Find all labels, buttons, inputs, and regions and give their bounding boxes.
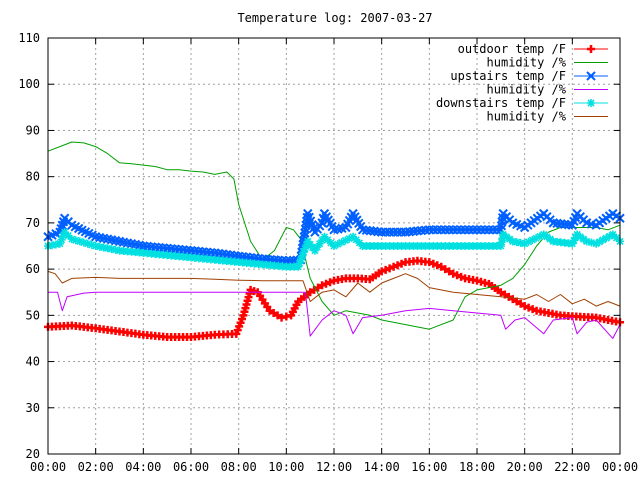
- series-point: [524, 237, 533, 246]
- series-point: [349, 232, 358, 241]
- series-point: [298, 251, 307, 260]
- series-point: [71, 236, 80, 245]
- series-line: [47, 270, 621, 307]
- x-tick-label: 18:00: [459, 460, 495, 474]
- series-point: [341, 236, 350, 245]
- y-tick-label: 40: [26, 355, 40, 369]
- x-tick-label: 08:00: [221, 460, 257, 474]
- series-point: [595, 237, 604, 246]
- series-point: [608, 230, 617, 239]
- series-point: [337, 238, 346, 247]
- series-group: [44, 256, 624, 342]
- series-point: [569, 236, 578, 245]
- series-point: [582, 237, 591, 246]
- chart-title: Temperature log: 2007-03-27: [237, 11, 432, 25]
- y-tick-label: 20: [26, 447, 40, 461]
- series-group: [47, 270, 621, 307]
- legend-label: downstairs temp /F: [436, 96, 566, 110]
- series-point: [355, 238, 364, 247]
- series-point: [64, 231, 73, 240]
- series-point: [75, 237, 84, 246]
- series-point: [528, 235, 537, 244]
- x-tick-label: 02:00: [78, 460, 114, 474]
- y-tick-label: 70: [26, 216, 40, 230]
- series-point: [520, 239, 529, 248]
- series-point: [59, 231, 68, 240]
- series-point: [598, 235, 607, 244]
- series-point: [612, 233, 621, 242]
- x-tick-label: 06:00: [173, 460, 209, 474]
- series-point: [79, 238, 88, 247]
- series-point: [571, 233, 580, 242]
- series-point: [535, 232, 544, 241]
- series-point: [602, 234, 611, 243]
- series-point: [587, 238, 596, 247]
- series-point: [83, 239, 92, 248]
- series-point: [587, 99, 595, 107]
- y-tick-label: 80: [26, 170, 40, 184]
- plot-frame: [47, 37, 621, 455]
- series-point: [299, 248, 308, 257]
- series-point: [323, 235, 332, 244]
- legend-label: outdoor temp /F: [458, 42, 566, 56]
- series-point: [57, 235, 66, 244]
- series-point: [345, 234, 354, 243]
- x-tick-label: 10:00: [268, 460, 304, 474]
- x-axis-ticks: 00:00 02:00 04:00 06:00 08:00 10:00 12:00 14:00…: [30, 460, 638, 474]
- x-tick-label: 04:00: [125, 460, 161, 474]
- x-tick-label: 00:00: [602, 460, 638, 474]
- series-point: [87, 240, 96, 249]
- series-point: [295, 259, 304, 268]
- series-point: [320, 232, 329, 241]
- series-point: [330, 242, 338, 250]
- y-tick-label: 110: [18, 31, 40, 45]
- series-group: [48, 291, 621, 339]
- series-point: [296, 255, 305, 264]
- legend-label: humidity /%: [487, 110, 567, 124]
- series-point: [605, 232, 614, 241]
- y-tick-label: 90: [26, 123, 40, 137]
- legend-label: upstairs temp /F: [450, 69, 566, 83]
- x-tick-label: 16:00: [411, 460, 447, 474]
- series-point: [333, 240, 342, 249]
- series-point: [592, 239, 601, 248]
- series-line: [48, 291, 621, 339]
- series-point: [326, 238, 335, 247]
- grid: [47, 37, 621, 455]
- y-tick-label: 100: [18, 77, 40, 91]
- series-point: [532, 234, 541, 243]
- series-point: [60, 228, 69, 237]
- series-point: [352, 235, 361, 244]
- series-point: [586, 71, 596, 81]
- y-tick-label: 50: [26, 308, 40, 322]
- series-point: [301, 244, 310, 253]
- x-tick-label: 14:00: [364, 460, 400, 474]
- y-tick-label: 30: [26, 401, 40, 415]
- series-group: [43, 208, 625, 266]
- y-tick-label: 60: [26, 262, 40, 276]
- y-axis-ticks: 20 30 40 50 60 70 80 90 100 110: [18, 31, 40, 461]
- x-tick-label: 20:00: [507, 460, 543, 474]
- series-point: [294, 262, 303, 271]
- legend-label: humidity /%: [487, 56, 567, 70]
- series-point: [568, 239, 577, 248]
- series-point: [67, 235, 76, 244]
- series-point: [55, 239, 64, 248]
- x-tick-label: 12:00: [316, 460, 352, 474]
- series-point: [587, 45, 595, 53]
- series-layer: [43, 141, 625, 342]
- x-tick-label: 22:00: [554, 460, 590, 474]
- series-group: [44, 228, 624, 271]
- legend-label: humidity /%: [487, 83, 567, 97]
- x-tick-label: 00:00: [30, 460, 66, 474]
